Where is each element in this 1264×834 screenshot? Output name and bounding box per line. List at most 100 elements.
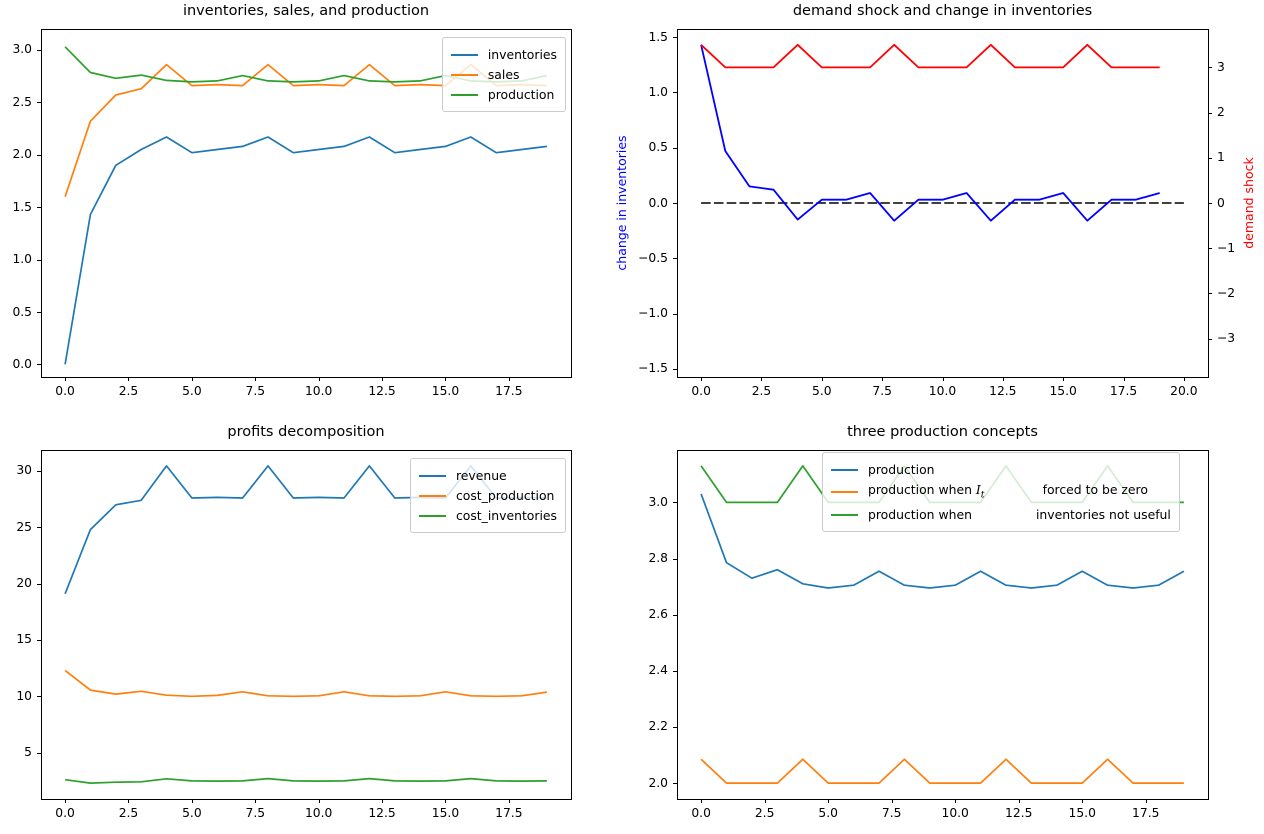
inventories-sales-production-y-tick-label: 1.0	[12, 252, 32, 267]
demand-shock-and-change-in-inventories-x-tick-label: 7.5	[872, 384, 892, 398]
legend-entry: cost_production	[418, 487, 557, 504]
legend-entry-label: cost_inventories	[456, 507, 557, 524]
profits-decomposition-x-tick-marks	[65, 799, 510, 803]
demand-shock-and-change-in-inventories-x-tick-label: 5.0	[812, 384, 832, 398]
demand-shock-and-change-in-inventories-axes-frame	[677, 29, 1209, 378]
inventories-sales-production-y-tick-label: 3.0	[12, 42, 32, 57]
legend-text: cost_inventories	[455, 508, 557, 523]
demand-shock-and-change-in-inventories-x-tick-label: 17.5	[1109, 384, 1138, 398]
change-in-inventories-line	[700, 44, 1160, 222]
legend-text: forced to be zero	[1042, 482, 1148, 497]
demand-shock-and-change-in-inventories-y-tick-label: −1.0	[638, 306, 668, 321]
inventories-sales-production-title: inventories, sales, and production	[182, 3, 430, 19]
inventories-sales-production-y-tick-label: 0.0	[12, 356, 32, 371]
legend-text: production	[868, 462, 935, 477]
inventories-sales-production-x-tick-label: 7.5	[245, 384, 266, 398]
three-production-concepts-x-tick-label: 17.5	[1132, 806, 1160, 820]
inventories-sales-production-x-tick-label: 12.5	[368, 384, 396, 398]
legend-line-sample	[450, 93, 478, 96]
demand-shock-and-change-in-inventories-y-tick-label: 1.5	[648, 29, 668, 44]
profits-decomposition-x-tick-label: 15.0	[431, 806, 460, 820]
demand-shock-and-change-in-inventories-y-tick-label: 1.0	[648, 84, 668, 99]
demand-shock-and-change-in-inventories-right-y-tick-label: 1	[1217, 150, 1225, 165]
inventories-sales-production-x-tick-label: 2.5	[118, 384, 139, 398]
three-production-concepts-x-tick-label: 15.0	[1068, 806, 1096, 820]
inventories-sales-production-y-tick-label: 0.5	[12, 304, 32, 319]
legend-line-sample	[450, 53, 478, 56]
legend-text: revenue	[455, 468, 507, 483]
legend-line-sample	[418, 514, 446, 517]
three-production-concepts-y-tick-label: 3.0	[648, 494, 668, 509]
demand-shock-and-change-in-inventories-y-tick-marks	[673, 37, 677, 370]
demand-shock-and-change-in-inventories-x-tick-label: 0.0	[691, 384, 711, 398]
demand-shock-and-change-in-inventories-right-y-tick-label: −3	[1217, 331, 1236, 346]
inventories-sales-production-x-tick-label: 0.0	[55, 384, 75, 398]
three-production-concepts-x-tick-label: 0.0	[691, 806, 711, 820]
demand-shock-line	[700, 43, 1160, 69]
inventories-sales-production-x-tick-label: 5.0	[182, 384, 202, 398]
demand-shock-and-change-in-inventories-title: demand shock and change in inventories	[792, 3, 1093, 19]
profits-decomposition-x-tick-label: 7.5	[245, 806, 266, 820]
profits-decomposition-x-tick-label: 10.0	[304, 806, 333, 820]
legend-entry: cost_inventories	[418, 507, 557, 524]
profits-decomposition-x-tick-label: 2.5	[118, 806, 139, 820]
three-production-concepts-y-tick-label: 2.4	[648, 663, 668, 678]
three-production-concepts-y-tick-label: 2.2	[648, 719, 668, 734]
legend-text: inventories	[487, 47, 557, 62]
three-production-concepts-y-tick-label: 2.0	[648, 775, 668, 790]
legend-text: inventories not useful	[1035, 507, 1171, 523]
legend-entry: sales	[450, 66, 557, 83]
profits-decomposition-y-tick-label: 5	[24, 745, 32, 760]
math-subscript: t	[980, 489, 985, 501]
profits-decomposition-title: profits decomposition	[227, 424, 385, 440]
legend-entry: production when It forced to be zero	[831, 481, 1171, 503]
profits-decomposition-x-tick-label: 12.5	[368, 806, 396, 820]
legend-text: sales	[487, 67, 520, 82]
demand-shock-and-change-in-inventories-right-y-tick-label: 0	[1217, 195, 1225, 210]
legend-line-sample	[831, 491, 858, 494]
legend-text: production when	[868, 507, 972, 523]
profits-decomposition-x-tick-label: 0.0	[55, 806, 75, 820]
legend-text: production when	[868, 482, 976, 497]
three-production-concepts-x-tick-label: 7.5	[881, 806, 902, 820]
legend-entry: inventories	[450, 46, 557, 63]
legend-entry-label: production	[868, 461, 935, 478]
demand-shock-and-change-in-inventories-right-y-tick-label: −1	[1217, 240, 1236, 255]
legend-line-sample	[418, 494, 446, 497]
demand-shock-and-change-in-inventories-x-tick-label: 10.0	[928, 384, 957, 398]
legend-entry: production	[831, 461, 1171, 478]
cost-production-line	[64, 669, 548, 698]
three-production-concepts-x-tick-label: 10.0	[941, 806, 969, 820]
three-production-concepts-legend: production production when It forced to be…	[822, 452, 1180, 533]
legend-line-sample	[450, 73, 478, 76]
inventories-sales-production-y-tick-label: 2.5	[12, 94, 32, 109]
three-production-concepts-x-tick-label: 2.5	[754, 806, 775, 820]
demand-shock-and-change-in-inventories-right-y-tick-label: 3	[1217, 59, 1225, 74]
inventories-sales-production-y-tick-marks	[37, 50, 41, 365]
profits-decomposition-y-tick-label: 15	[16, 632, 32, 647]
inventories-sales-production-x-tick-label: 17.5	[495, 384, 523, 398]
profits-decomposition-y-tick-label: 30	[16, 463, 32, 478]
legend-entry: production when inventories not useful	[831, 506, 1171, 523]
legend-text: cost_production	[455, 488, 555, 503]
legend-text: production	[487, 87, 555, 102]
production-when-i-t-forced-to-be-zero-line	[700, 758, 1184, 784]
legend-line-sample	[831, 468, 858, 471]
legend-spacer	[972, 518, 1036, 519]
demand-shock-and-change-in-inventories-y-tick-label: −0.5	[638, 250, 668, 265]
legend-entry-label: cost_production	[456, 487, 554, 504]
profits-decomposition-x-tick-label: 17.5	[495, 806, 523, 820]
inventories-sales-production-y-tick-label: 2.0	[12, 147, 32, 162]
legend-entry-label: production when It forced to be zero	[868, 481, 1148, 503]
legend-entry-label: production	[488, 86, 555, 103]
cost-inventories-line	[64, 777, 547, 784]
profits-decomposition-y-tick-label: 20	[16, 576, 32, 591]
profits-decomposition-x-tick-label: 5.0	[182, 806, 202, 820]
y-axis-label-change-in-inventories: change in inventories	[614, 135, 629, 271]
demand-shock-and-change-in-inventories-x-tick-marks	[701, 377, 1185, 381]
inventories-sales-production-x-tick-label: 15.0	[431, 384, 460, 398]
legend-entry-label: inventories	[488, 46, 557, 63]
